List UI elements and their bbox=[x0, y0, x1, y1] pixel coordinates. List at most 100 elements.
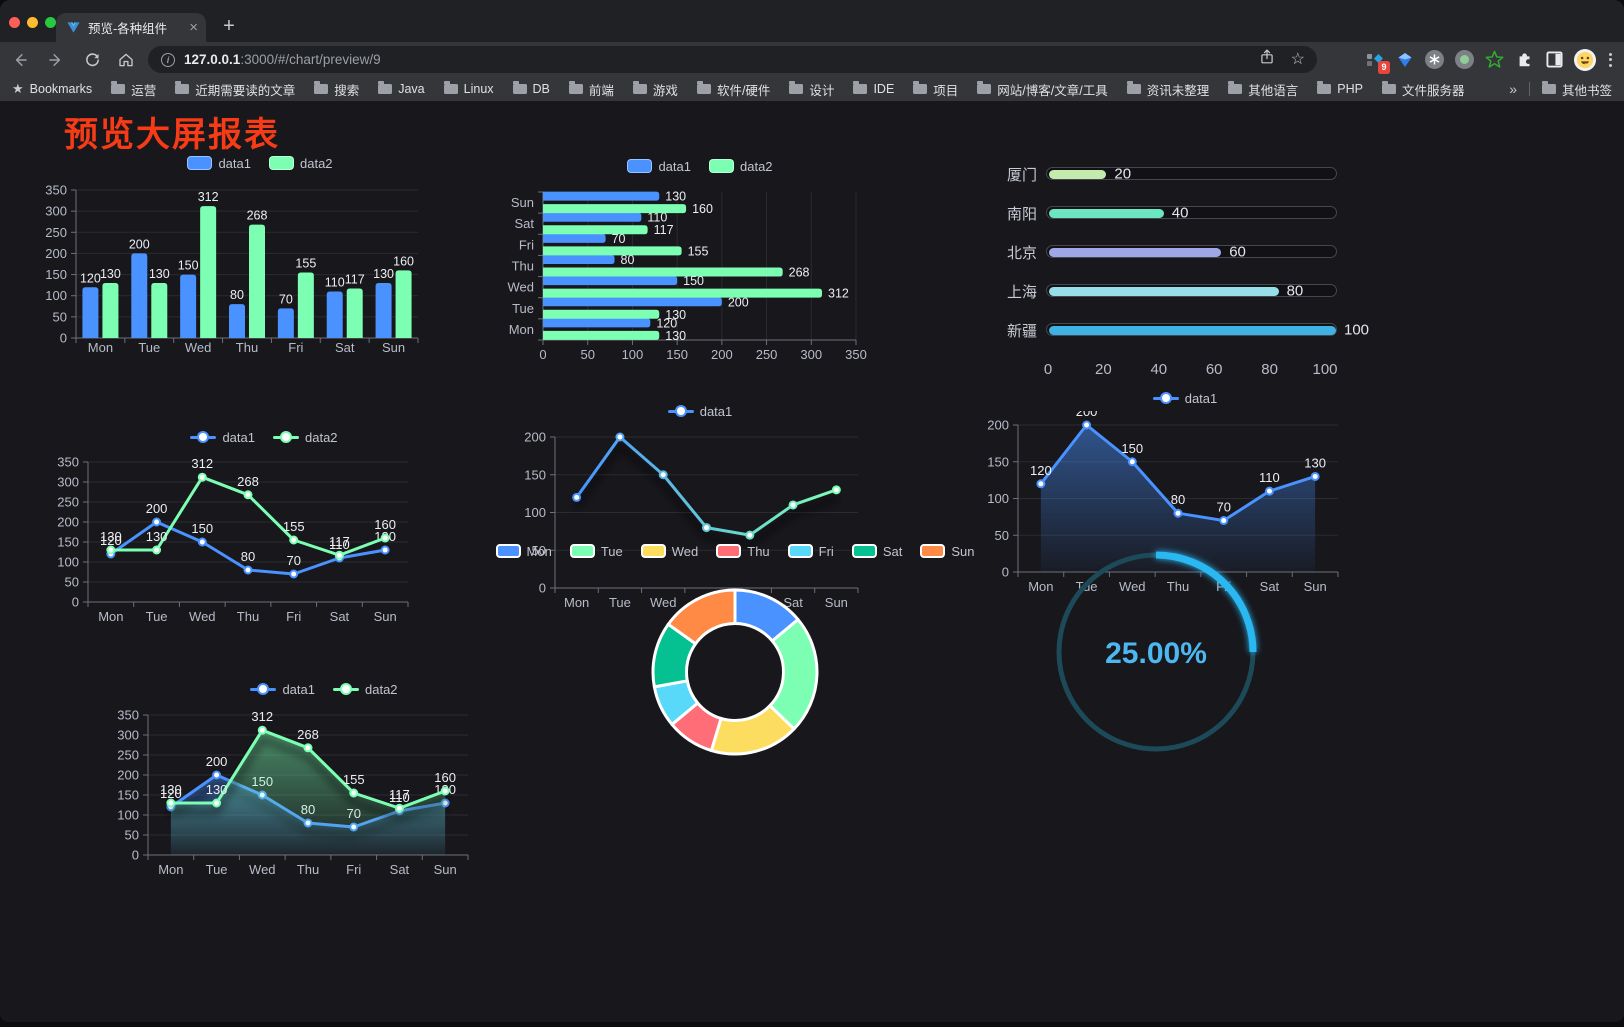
legend-item-data2[interactable]: data2 bbox=[333, 682, 398, 697]
forward-button-icon[interactable] bbox=[44, 48, 68, 72]
address-bar[interactable]: i 127.0.0.1:3000/#/chart/preview/9 ☆ bbox=[148, 46, 1317, 73]
extension-grid-icon[interactable]: 9 bbox=[1364, 49, 1390, 74]
chart-donut: Mon Tue Wed Thu Fri Sat Sun bbox=[495, 538, 974, 780]
chart-canvas-line-two-series[interactable]: 0 50 100 150 200 250 300 350 Mon Tue Wed Thu Fri Sat S… bbox=[40, 450, 488, 645]
legend-label: data1 bbox=[222, 429, 255, 445]
sidebar-toggle-icon[interactable] bbox=[1544, 49, 1565, 70]
legend-item-data1[interactable]: data1 bbox=[667, 404, 732, 419]
progress-bar-fill bbox=[1049, 170, 1107, 179]
bookmark-folder-近期需要读的文章[interactable]: 近期需要读的文章 bbox=[175, 80, 295, 99]
legend-marker bbox=[569, 544, 595, 558]
legend-label: data1 bbox=[218, 155, 251, 171]
chart-canvas-bar-grouped-horizontal[interactable]: 0 50 100 150 200 250 300 350 Mon Tue Wed Thu Fri Sat S… bbox=[505, 179, 895, 374]
legend-item-data2[interactable]: data2 bbox=[273, 430, 338, 445]
bookmark-folder-设计[interactable]: 设计 bbox=[789, 80, 834, 99]
other-bookmarks-folder[interactable]: 其他书签 bbox=[1541, 80, 1612, 99]
minimize-window-button[interactable] bbox=[27, 17, 38, 28]
profile-avatar[interactable] bbox=[1574, 48, 1596, 71]
legend-item-Wed[interactable]: Wed bbox=[640, 544, 698, 559]
bookmark-folder-Java[interactable]: Java bbox=[378, 81, 425, 96]
legend-item-data1[interactable]: data1 bbox=[187, 156, 251, 171]
folder-icon bbox=[789, 81, 804, 94]
svg-text:110: 110 bbox=[329, 537, 350, 552]
svg-text:Thu: Thu bbox=[236, 340, 258, 355]
bookmark-folder-IDE[interactable]: IDE bbox=[853, 81, 894, 96]
svg-text:Sun: Sun bbox=[434, 862, 457, 877]
new-tab-button[interactable]: + bbox=[223, 15, 235, 37]
bookmark-folder-其他语言[interactable]: 其他语言 bbox=[1228, 80, 1298, 99]
svg-text:50: 50 bbox=[580, 347, 594, 362]
progress-row-南阳[interactable]: 南阳 40 bbox=[960, 205, 1380, 223]
bookmark-folder-前端[interactable]: 前端 bbox=[568, 80, 614, 99]
legend-item-Mon[interactable]: Mon bbox=[495, 544, 552, 559]
legend-item-data1[interactable]: data1 bbox=[1152, 391, 1217, 406]
bookmark-folder-软件/硬件[interactable]: 软件/硬件 bbox=[696, 80, 770, 99]
browser-tab[interactable]: 预览-各种组件 × bbox=[56, 13, 206, 42]
home-button-icon[interactable] bbox=[114, 48, 138, 72]
svg-text:Mon: Mon bbox=[88, 340, 113, 355]
close-window-button[interactable] bbox=[9, 17, 20, 28]
chart-canvas-ring-progress[interactable]: 25.00% bbox=[1046, 542, 1266, 762]
progress-axis-tick: 100 bbox=[1312, 361, 1338, 378]
bookmark-star-icon[interactable]: ☆ bbox=[1290, 50, 1305, 68]
bookmark-folder-PHP[interactable]: PHP bbox=[1317, 81, 1363, 96]
legend-item-Fri[interactable]: Fri bbox=[787, 544, 834, 559]
svg-text:160: 160 bbox=[393, 254, 414, 268]
extension-snowflake-icon[interactable] bbox=[1424, 49, 1445, 70]
extensions-puzzle-icon[interactable] bbox=[1514, 49, 1535, 70]
svg-text:117: 117 bbox=[345, 273, 365, 287]
url-text[interactable]: 127.0.0.1:3000/#/chart/preview/9 bbox=[184, 52, 1259, 67]
window-controls bbox=[9, 17, 56, 28]
bookmark-folder-网站/博客/文章/工具[interactable]: 网站/博客/文章/工具 bbox=[977, 80, 1108, 99]
bookmarks-manager[interactable]: ★ Bookmarks bbox=[12, 81, 92, 97]
browser-menu-icon[interactable] bbox=[1605, 52, 1616, 67]
progress-row-新疆[interactable]: 新疆 100 bbox=[960, 321, 1380, 340]
pie-segment-Sun[interactable] bbox=[666, 588, 737, 646]
svg-text:Thu: Thu bbox=[237, 609, 259, 624]
bookmark-folder-搜索[interactable]: 搜索 bbox=[314, 80, 359, 99]
folder-icon bbox=[1541, 81, 1556, 94]
legend-item-Sat[interactable]: Sat bbox=[851, 544, 902, 559]
progress-row-上海[interactable]: 上海 80 bbox=[960, 283, 1380, 301]
fullscreen-window-button[interactable] bbox=[45, 17, 56, 28]
progress-value: 100 bbox=[1344, 321, 1370, 339]
folder-icon bbox=[443, 81, 458, 94]
bookmarks-overflow-chevron[interactable]: » bbox=[1509, 81, 1517, 97]
legend-item-data1[interactable]: data1 bbox=[190, 430, 255, 445]
chart-ring-progress: 25.00% bbox=[1046, 542, 1266, 762]
bookmark-folder-项目[interactable]: 项目 bbox=[913, 80, 958, 99]
svg-text:150: 150 bbox=[57, 535, 79, 550]
share-icon[interactable] bbox=[1259, 48, 1275, 71]
page-title: 预览大屏报表 bbox=[64, 116, 280, 154]
extension-gem-icon[interactable] bbox=[1394, 49, 1415, 70]
legend-item-Tue[interactable]: Tue bbox=[569, 544, 623, 559]
bookmarks-star-icon: ★ bbox=[12, 81, 24, 96]
chart-canvas-bar-grouped-vertical[interactable]: 0 50 100 150 200 250 300 350 Mon Tue Wed Thu Fri Sat S… bbox=[40, 176, 480, 372]
bookmark-folder-游戏[interactable]: 游戏 bbox=[632, 80, 678, 99]
legend-item-Thu[interactable]: Thu bbox=[716, 544, 770, 559]
legend-label: data1 bbox=[658, 158, 691, 174]
site-info-icon[interactable]: i bbox=[161, 52, 175, 67]
bookmark-folder-文件服务器[interactable]: 文件服务器 bbox=[1381, 80, 1464, 99]
bookmark-folder-资讯未整理[interactable]: 资讯未整理 bbox=[1126, 80, 1209, 99]
tab-close-icon[interactable]: × bbox=[189, 19, 198, 36]
bookmark-folder-运营[interactable]: 运营 bbox=[111, 80, 156, 99]
reload-button-icon[interactable] bbox=[80, 48, 104, 72]
extension-record-icon[interactable] bbox=[1454, 49, 1475, 70]
legend-item-data1[interactable]: data1 bbox=[250, 682, 315, 697]
progress-row-北京[interactable]: 北京 60 bbox=[960, 244, 1380, 262]
chart-canvas-area-two-series[interactable]: 0 50 100 150 200 250 300 350 Mon Tue Wed Thu Fri Sat S… bbox=[100, 702, 548, 897]
extension-green-star-icon[interactable] bbox=[1484, 49, 1505, 70]
legend-item-data2[interactable]: data2 bbox=[269, 156, 333, 171]
bookmark-folder-Linux[interactable]: Linux bbox=[443, 81, 494, 96]
legend-item-Sun[interactable]: Sun bbox=[920, 544, 974, 559]
legend-item-data1[interactable]: data1 bbox=[627, 159, 691, 174]
chart-canvas-donut[interactable] bbox=[630, 564, 840, 780]
back-button-icon[interactable] bbox=[8, 48, 32, 72]
legend-item-data2[interactable]: data2 bbox=[709, 159, 773, 174]
svg-text:155: 155 bbox=[688, 244, 709, 258]
bookmark-folder-DB[interactable]: DB bbox=[512, 81, 550, 96]
progress-row-厦门[interactable]: 厦门 20 bbox=[960, 166, 1380, 184]
svg-text:Sun: Sun bbox=[374, 609, 397, 624]
